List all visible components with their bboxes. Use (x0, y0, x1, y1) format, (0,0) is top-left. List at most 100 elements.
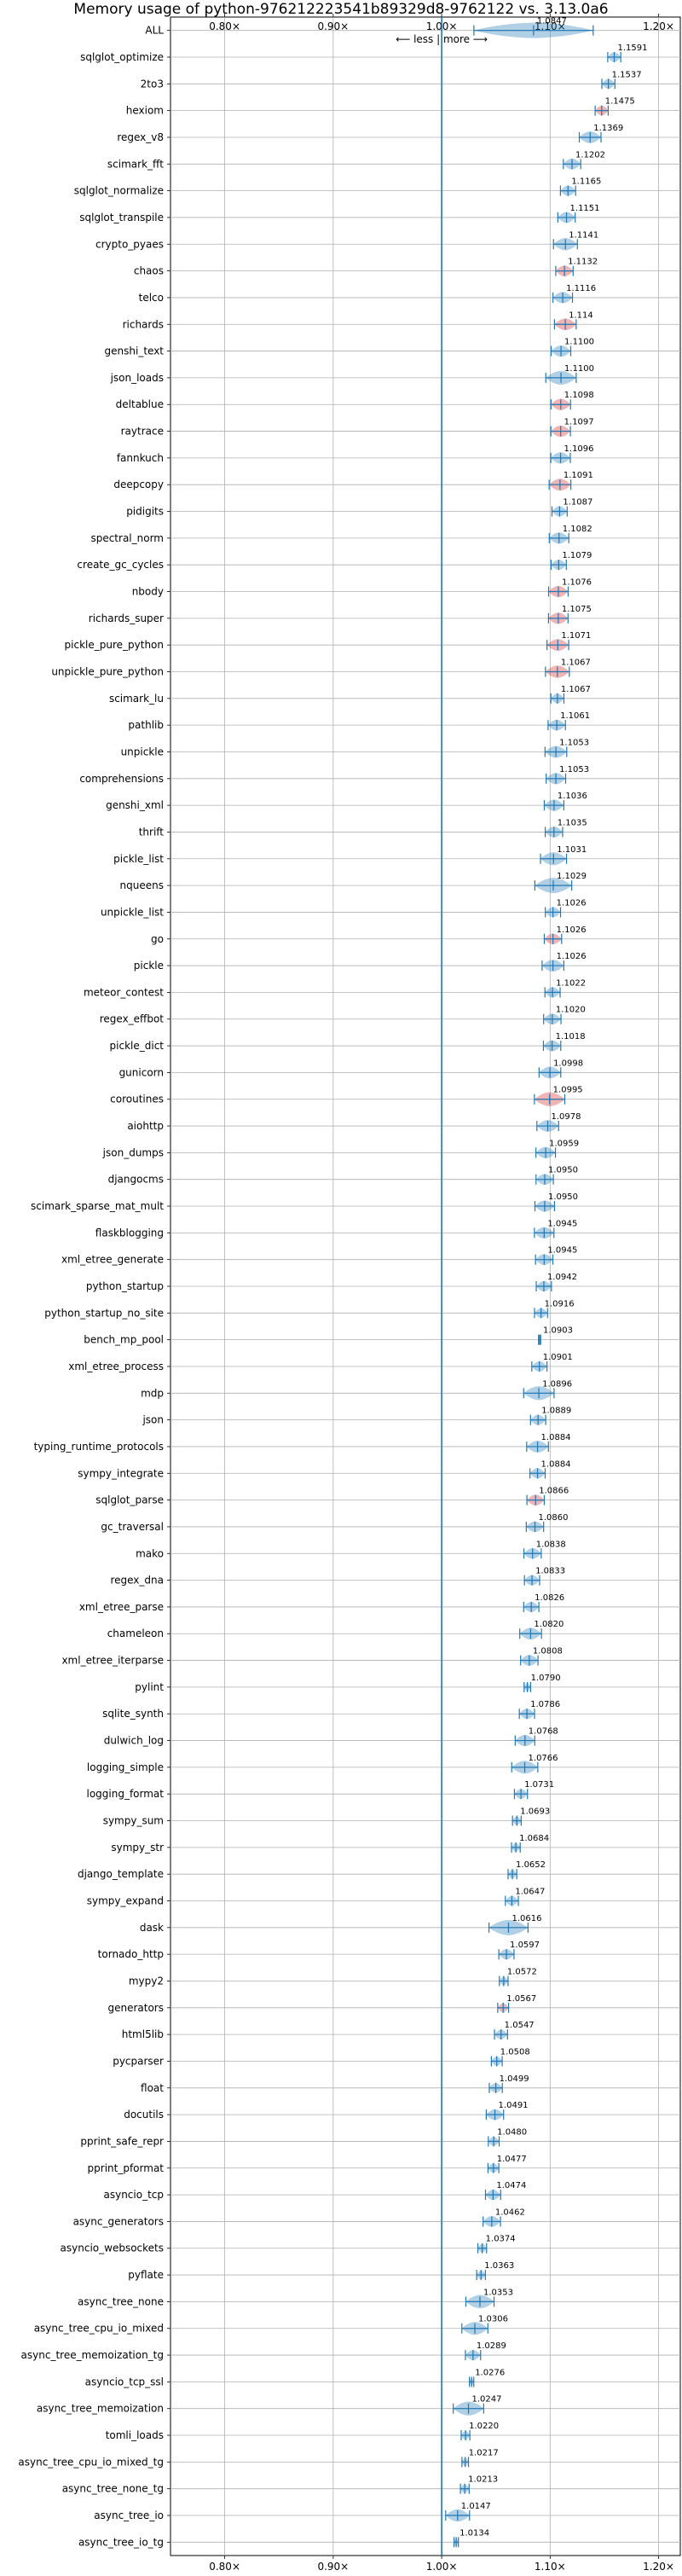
value-label: 1.1022 (556, 978, 586, 988)
violin-django_template: 1.0652 (507, 1860, 546, 1880)
violin-xml_etree_iterparse: 1.0808 (520, 1647, 563, 1666)
category-label: sympy_str (111, 1842, 164, 1854)
violin-json: 1.0889 (529, 1407, 571, 1425)
category-label: logging_format (86, 1788, 164, 1800)
violin-asyncio_tcp_ssl: 1.0276 (469, 2368, 505, 2387)
category-label: regex_dna (110, 1575, 164, 1587)
violin-unpickle: 1.1053 (544, 738, 589, 758)
category-label: sqlglot_parse (95, 1494, 164, 1506)
value-label: 1.0790 (531, 1674, 561, 1683)
value-label: 1.0731 (524, 1780, 554, 1790)
value-label: 1.1035 (558, 818, 587, 827)
value-label: 1.1031 (557, 845, 587, 855)
violin-async_tree_io: 1.0147 (445, 2502, 491, 2522)
category-label: async_tree_memoization (37, 2403, 164, 2415)
x-tick-label-top: 0.80× (209, 20, 240, 32)
chart-title: Memory usage of python-976212223541b8932… (73, 1, 609, 18)
category-label: pycparser (113, 2055, 164, 2067)
category-label: tornado_http (98, 1948, 164, 1960)
value-label: 1.0786 (530, 1700, 560, 1709)
value-label: 1.1018 (556, 1032, 586, 1041)
violin-richards_super: 1.1075 (547, 605, 592, 624)
value-label: 1.0860 (539, 1513, 569, 1523)
category-label: pickle_list (113, 853, 164, 865)
violin-chaos: 1.1132 (555, 258, 598, 276)
violin-telco: 1.1116 (552, 284, 596, 304)
category-label: pickle_dict (110, 1040, 165, 1052)
category-label: nqueens (120, 879, 164, 891)
violin-pidigits: 1.1087 (551, 498, 592, 517)
violin-mdp: 1.0896 (523, 1379, 572, 1401)
violin-chameleon: 1.0820 (519, 1620, 564, 1640)
violin-json_loads: 1.1100 (545, 364, 594, 386)
violin-logging_format: 1.0731 (513, 1780, 554, 1800)
value-label: 1.1067 (561, 658, 591, 667)
category-label: xml_etree_iterparse (61, 1655, 164, 1667)
x-tick-label-bottom: 1.00× (426, 2561, 458, 2573)
category-label: mako (136, 1547, 164, 1559)
value-label: 1.1091 (564, 471, 593, 480)
category-label: scimark_fft (107, 158, 164, 170)
value-label: 1.0820 (534, 1620, 564, 1629)
value-label: 1.1036 (558, 792, 587, 801)
value-label: 1.0950 (548, 1192, 578, 1202)
violin-aiohttp: 1.0978 (536, 1112, 581, 1133)
violin-nqueens: 1.1029 (534, 872, 587, 894)
violin-coroutines: 1.0995 (534, 1086, 583, 1106)
value-label: 1.0833 (535, 1567, 565, 1576)
category-label: json (142, 1414, 164, 1426)
category-label: sympy_integrate (78, 1467, 164, 1479)
category-label: dulwich_log (104, 1735, 164, 1747)
category-label: regex_effbot (100, 1013, 165, 1025)
violin-go: 1.1026 (543, 925, 587, 945)
violin-python_startup_no_site: 1.0916 (534, 1299, 575, 1319)
value-label: 1.0945 (547, 1246, 577, 1256)
category-label: create_gc_cycles (77, 559, 164, 571)
value-label: 1.1100 (564, 338, 594, 347)
violin-regex_effbot: 1.1020 (543, 1006, 586, 1025)
value-label: 1.0547 (505, 2021, 535, 2030)
violin-sqlite_synth: 1.0786 (518, 1700, 560, 1720)
value-label: 1.0647 (515, 1888, 545, 1897)
category-label: coroutines (110, 1094, 164, 1105)
violin-python_startup: 1.0942 (535, 1273, 577, 1292)
x-tick-label-top: 1.10× (535, 20, 566, 32)
violin-async_tree_none: 1.0353 (465, 2288, 513, 2309)
violin-generators: 1.0567 (497, 1994, 536, 2013)
value-label: 1.0480 (497, 2127, 527, 2137)
violin-float: 1.0499 (488, 2074, 529, 2093)
violin-unpickle_pure_python: 1.1067 (545, 658, 591, 678)
category-label: spectral_norm (90, 532, 164, 544)
value-label: 1.0477 (497, 2155, 527, 2164)
value-label: 1.0289 (477, 2341, 506, 2351)
category-label: asyncio_tcp_ssl (85, 2376, 164, 2387)
value-label: 1.0499 (500, 2074, 529, 2084)
value-label: 1.1165 (571, 177, 601, 187)
value-label: 1.1026 (557, 925, 587, 935)
violin-sympy_str: 1.0684 (511, 1834, 549, 1853)
value-label: 1.1116 (566, 284, 596, 293)
category-label: json_dumps (102, 1146, 164, 1158)
value-label: 1.0217 (469, 2448, 499, 2457)
value-label: 1.0147 (461, 2502, 491, 2511)
category-label: hexiom (126, 105, 164, 117)
direction-hint: ⟵ less | more ⟶ (396, 33, 488, 45)
value-label: 1.1098 (564, 391, 594, 400)
value-label: 1.1151 (570, 204, 600, 213)
value-label: 1.0684 (519, 1834, 549, 1843)
value-label: 1.1096 (564, 444, 594, 454)
category-label: logging_simple (87, 1761, 164, 1773)
category-label: json_loads (110, 372, 164, 384)
violin-flaskblogging: 1.0945 (534, 1219, 577, 1239)
category-label: gunicorn (119, 1066, 164, 1078)
x-tick-label-bottom: 0.90× (317, 2561, 349, 2573)
violin-sqlglot_normalize: 1.1165 (559, 177, 601, 196)
violin-scimark_fft: 1.1202 (563, 150, 605, 170)
value-label: 1.1202 (575, 150, 605, 160)
violin-comprehensions: 1.1053 (546, 765, 589, 785)
category-label: pyflate (128, 2269, 164, 2281)
value-label: 1.1026 (557, 898, 587, 908)
category-label: chaos (134, 265, 164, 277)
value-label: 1.1020 (556, 1006, 586, 1015)
